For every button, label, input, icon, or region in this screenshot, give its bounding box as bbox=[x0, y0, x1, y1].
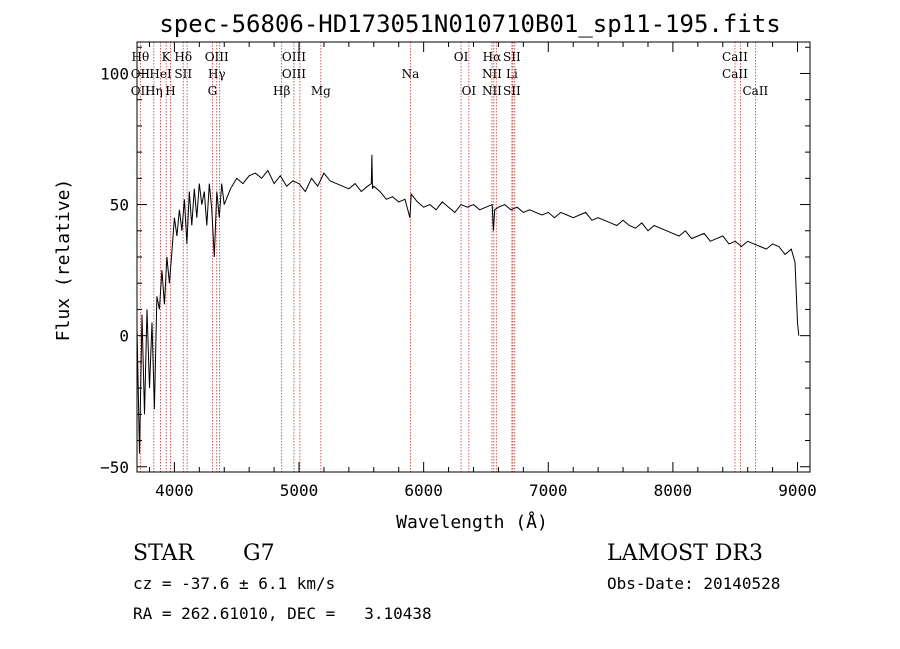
spectral-line-label: OI bbox=[454, 50, 469, 64]
spectral-line-label: CaII bbox=[722, 67, 748, 81]
spectral-line-label: Na bbox=[402, 67, 420, 81]
obs-date: Obs-Date: 20140528 bbox=[607, 574, 780, 593]
spectral-line-label: Hθ bbox=[132, 50, 150, 64]
plot-frame bbox=[136, 41, 811, 473]
spectral-line-label: CaII bbox=[742, 84, 768, 98]
spectral-line-label: Hη bbox=[145, 84, 163, 98]
spectral-line-label: HeI bbox=[149, 67, 172, 81]
spectral-line-label: OI bbox=[462, 84, 477, 98]
y-tick-label: −50 bbox=[100, 458, 129, 477]
spectral-line-label: Mg bbox=[311, 84, 331, 98]
spectral-line-label: SII bbox=[174, 67, 192, 81]
y-tick-label: 0 bbox=[119, 327, 129, 346]
spectral-line-label: Hγ bbox=[208, 67, 226, 81]
spectral-line-labels: HθOIIOIIHηHeIKHHδSIIGOIIIHγHβOIIIOIIIMgN… bbox=[131, 50, 769, 98]
spectral-line-label: H bbox=[165, 84, 175, 98]
spectral-line-label: CaII bbox=[722, 50, 748, 64]
spectral-line-label: SII bbox=[503, 84, 521, 98]
spectral-line-label: K bbox=[162, 50, 172, 64]
y-tick-label: 100 bbox=[100, 64, 129, 83]
chart-title: spec-56806-HD173051N010710B01_sp11-195.f… bbox=[159, 10, 780, 38]
x-tick-label: 6000 bbox=[404, 481, 443, 500]
spectral-line-label: SII bbox=[503, 50, 521, 64]
y-tick-label: 50 bbox=[110, 196, 129, 215]
x-axis-ticks: 4000 5000 6000 7000 8000 9000 bbox=[148, 42, 817, 500]
x-tick-label: 5000 bbox=[280, 481, 319, 500]
survey-name: LAMOST DR3 bbox=[607, 541, 763, 566]
x-tick-label: 8000 bbox=[654, 481, 693, 500]
spectral-line-label: Hδ bbox=[174, 50, 192, 64]
spectral-line-label: Hα bbox=[483, 50, 502, 64]
y-axis-label: Flux (relative) bbox=[53, 179, 74, 342]
object-class: STAR bbox=[133, 541, 195, 566]
spectral-line-label: OIII bbox=[205, 50, 229, 64]
spectral-line-label: NII bbox=[482, 67, 502, 81]
spectral-line-label: OIII bbox=[282, 67, 306, 81]
x-tick-label: 4000 bbox=[155, 481, 194, 500]
y-axis-ticks: −50 0 50 100 bbox=[100, 46, 810, 477]
x-tick-label: 9000 bbox=[778, 481, 817, 500]
x-axis-label: Wavelength (Å) bbox=[396, 511, 548, 533]
coordinates: RA = 262.61010, DEC = 3.10438 bbox=[133, 604, 432, 623]
object-subclass: G7 bbox=[243, 541, 275, 566]
spectral-line-label: Li bbox=[506, 67, 518, 81]
spectral-line-label: OII bbox=[131, 67, 151, 81]
x-tick-label: 7000 bbox=[529, 481, 568, 500]
spectral-line-label: OII bbox=[131, 84, 151, 98]
spectral-line-markers bbox=[139, 42, 756, 472]
spectral-line-label: G bbox=[208, 84, 218, 98]
spectral-line-label: OIII bbox=[282, 50, 306, 64]
spectral-line-label: NII bbox=[482, 84, 502, 98]
spectrum-line bbox=[136, 154, 800, 454]
redshift-velocity: cz = -37.6 ± 6.1 km/s bbox=[133, 574, 335, 593]
spectral-line-label: Hβ bbox=[273, 84, 290, 98]
